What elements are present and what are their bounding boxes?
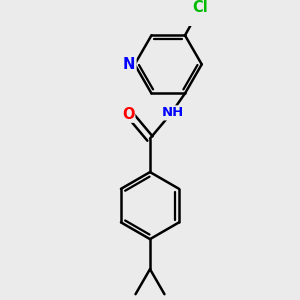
Text: N: N: [123, 57, 136, 72]
Text: O: O: [122, 107, 134, 122]
Text: NH: NH: [162, 106, 184, 119]
Text: Cl: Cl: [192, 0, 208, 15]
